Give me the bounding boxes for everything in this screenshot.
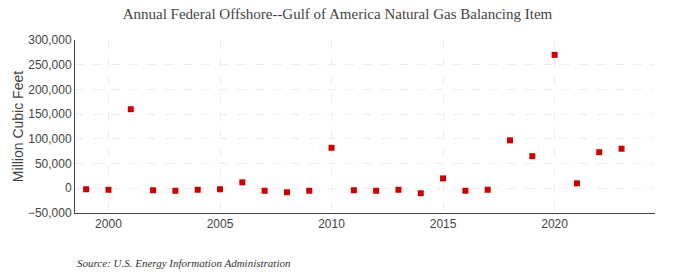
svg-text:100,000: 100,000: [28, 132, 72, 146]
svg-text:2000: 2000: [95, 217, 122, 231]
svg-text:−50,000: −50,000: [28, 206, 72, 220]
svg-text:0: 0: [65, 181, 72, 195]
svg-text:250,000: 250,000: [28, 58, 72, 72]
svg-text:2020: 2020: [541, 217, 568, 231]
svg-text:Million Cubic Feet: Million Cubic Feet: [10, 71, 26, 182]
svg-text:2015: 2015: [430, 217, 457, 231]
svg-text:50,000: 50,000: [35, 157, 72, 171]
svg-text:Source: U.S. Energy Informatio: Source: U.S. Energy Information Administ…: [77, 257, 291, 269]
svg-text:300,000: 300,000: [28, 33, 72, 47]
svg-text:150,000: 150,000: [28, 107, 72, 121]
svg-text:Annual Federal Offshore--Gulf: Annual Federal Offshore--Gulf of America…: [123, 6, 553, 22]
svg-text:2005: 2005: [207, 217, 234, 231]
svg-text:2010: 2010: [318, 217, 345, 231]
svg-text:200,000: 200,000: [28, 83, 72, 97]
